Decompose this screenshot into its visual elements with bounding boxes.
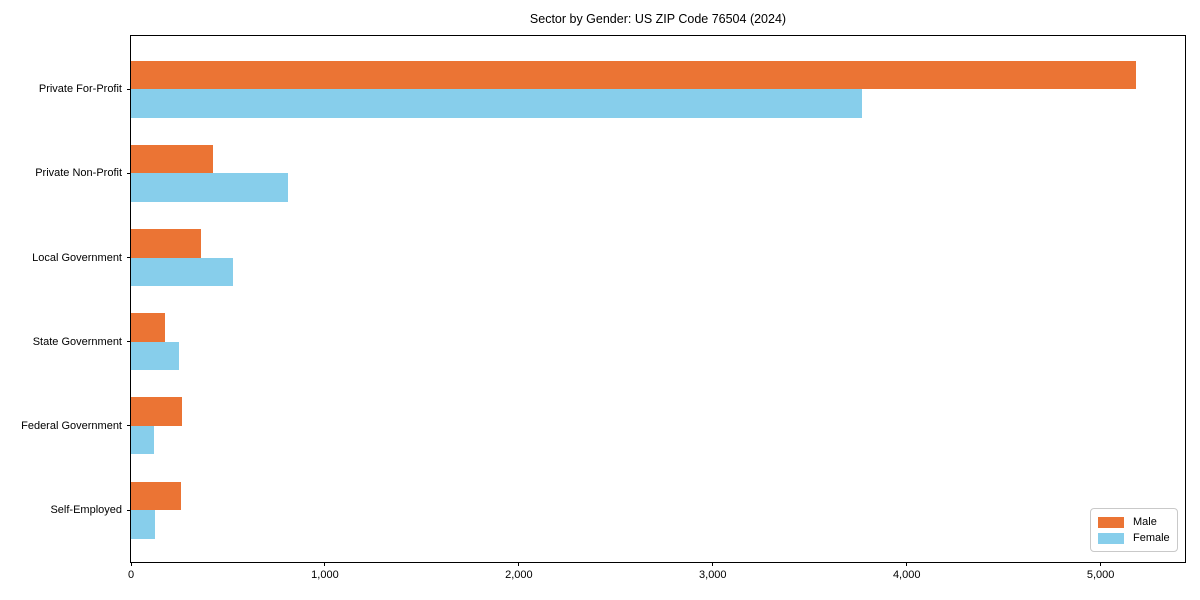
y-tick (127, 341, 131, 343)
x-tick (324, 562, 326, 566)
bar-female (131, 510, 156, 539)
plot-area: Private For-Profit Private Non-Profit Loca… (21, 35, 1186, 581)
x-tick (712, 562, 714, 566)
x-tick-label: 2,000 (505, 569, 533, 581)
x-tick (130, 562, 132, 566)
x-tick (906, 562, 908, 566)
chart-title: Sector by Gender: US ZIP Code 76504 (202… (529, 12, 787, 26)
category-label: Self-Employed (50, 504, 122, 516)
category-label: Local Government (32, 251, 122, 264)
bar-male (131, 481, 182, 510)
bar-male (131, 60, 1136, 90)
y-tick (127, 88, 131, 90)
legend-swatch-female (1098, 532, 1124, 544)
bar-female (131, 89, 863, 118)
category-label: Federal Government (21, 419, 122, 432)
category-label: Private Non-Profit (35, 167, 122, 180)
legend: Male Female (1090, 508, 1178, 552)
bar-female (131, 425, 155, 455)
category-label: Private For-Profit (38, 83, 122, 96)
x-tick-label: 5,000 (1086, 569, 1115, 581)
x-tick-label: 4,000 (892, 569, 921, 581)
x-tick-label: 3,000 (699, 569, 727, 581)
bar-female (131, 173, 289, 202)
bar-male (131, 313, 165, 342)
y-tick (127, 509, 131, 511)
y-tick (127, 172, 131, 174)
legend-label: Male (1133, 516, 1157, 528)
bar-male (131, 397, 183, 426)
x-tick-label: 1,000 (311, 569, 339, 581)
bar-male (131, 144, 214, 174)
y-tick (127, 425, 131, 427)
x-tick (518, 562, 520, 566)
bar-female (131, 341, 179, 371)
bar-male (131, 229, 201, 258)
legend-row: Female (1098, 531, 1170, 546)
bar-female (131, 257, 233, 287)
legend-row: Male (1098, 515, 1170, 530)
legend-label: Female (1133, 532, 1170, 544)
x-tick-label: 0 (127, 569, 135, 581)
category-label: State Government (32, 335, 122, 348)
y-tick (127, 257, 131, 259)
legend-swatch-male (1098, 516, 1124, 528)
x-tick (1100, 562, 1102, 566)
